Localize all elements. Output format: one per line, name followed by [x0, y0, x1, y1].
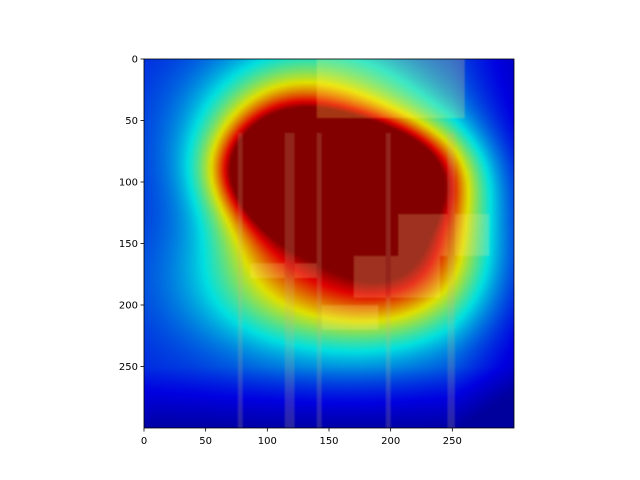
- heatmap-image: [143, 58, 515, 429]
- y-tick-label: 200: [119, 301, 138, 312]
- y-tick-label: 50: [125, 116, 138, 127]
- y-tick-label: 250: [119, 362, 138, 373]
- x-tick-label: 0: [141, 436, 147, 447]
- heatmap-raster: [144, 59, 514, 428]
- y-tick-label: 150: [119, 239, 138, 250]
- y-tick-label: 100: [119, 178, 138, 189]
- x-tick-label: 100: [258, 436, 277, 447]
- x-tick-label: 200: [381, 436, 400, 447]
- x-tick-label: 150: [319, 436, 338, 447]
- y-axis: 0 50 100 150 200 250: [119, 55, 144, 373]
- y-tick-label: 0: [132, 55, 138, 66]
- x-axis: 0 50 100 150 200 250: [141, 428, 462, 447]
- x-tick-label: 50: [199, 436, 212, 447]
- x-tick-label: 250: [443, 436, 462, 447]
